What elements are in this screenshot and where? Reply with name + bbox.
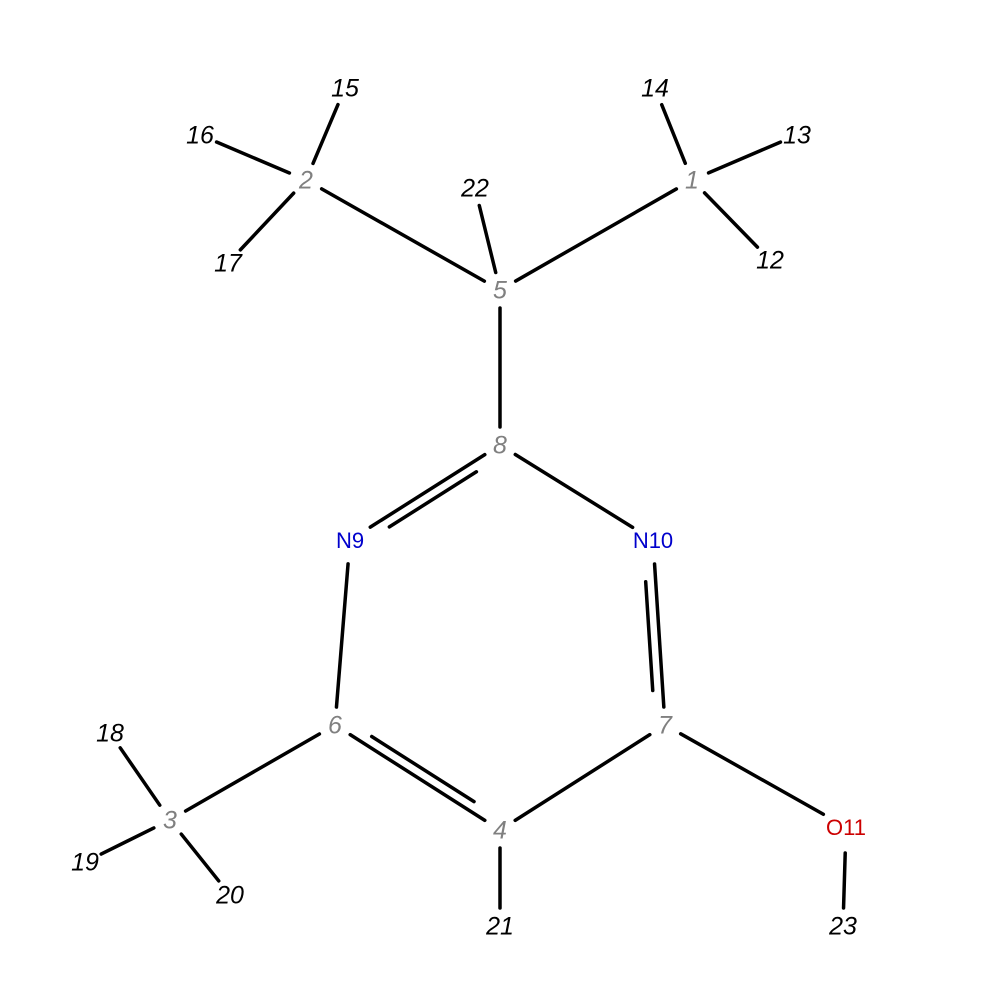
bond [705,193,758,247]
bond [646,582,653,691]
atom-label-18: 18 [96,720,124,748]
atom-label-7: 7 [658,712,673,740]
chemical-structure-diagram: 12345678N9N10O11121314151617181920212223 [0,0,1000,1000]
atom-label-16: 16 [186,122,214,150]
bond [479,205,495,272]
atom-label-17: 17 [214,250,243,278]
atom-label-11: O11 [826,815,866,840]
atom-label-13: 13 [783,122,811,150]
atom-label-23: 23 [828,913,857,941]
bond [120,748,160,805]
atom-label-6: 6 [328,712,342,740]
bond [370,455,485,528]
bond [516,189,677,281]
bond [217,142,290,173]
bond [515,735,650,821]
bond [389,472,476,527]
atom-label-15: 15 [331,75,359,103]
atom-label-9: N9 [336,528,364,553]
bond [322,189,485,281]
bond [313,105,338,164]
atom-label-2: 2 [298,167,313,195]
atom-label-14: 14 [641,75,669,103]
atom-label-1: 1 [685,167,699,195]
bond [240,193,293,250]
bond [681,734,824,814]
atom-label-20: 20 [215,882,244,910]
bond [372,737,474,802]
bond [844,853,846,908]
bond [515,454,632,527]
atom-label-8: 8 [493,432,507,460]
atom-label-5: 5 [493,277,507,305]
bond [662,105,686,164]
bond [655,564,664,707]
bond [186,734,320,811]
atom-label-4: 4 [493,817,507,845]
bond [181,834,219,881]
bond [709,142,781,173]
bond [350,735,485,821]
bond [101,828,154,854]
atom-label-22: 22 [460,175,489,203]
atom-label-12: 12 [756,247,784,275]
atom-label-10: N10 [633,528,673,553]
bond [336,564,348,707]
atom-label-21: 21 [485,913,514,941]
atom-label-19: 19 [71,849,99,877]
atom-label-3: 3 [163,807,177,835]
